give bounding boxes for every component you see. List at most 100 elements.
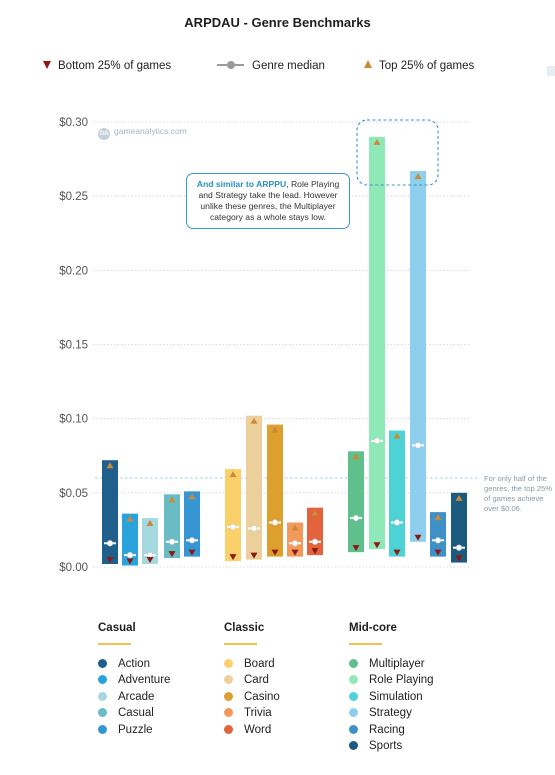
legend-item-label: Casual <box>118 707 154 720</box>
bar <box>389 430 405 557</box>
group-midcore: Mid-core Multiplayer Role Playing Simula… <box>349 622 434 755</box>
legend-item-label: Arcade <box>118 690 155 703</box>
group-title: Classic <box>224 622 265 634</box>
top-marker <box>146 520 154 527</box>
legend-item-label: Trivia <box>244 707 272 720</box>
bottom-marker <box>126 558 134 565</box>
y-tick-label: $0.25 <box>59 191 88 203</box>
legend-item-label: Role Playing <box>369 674 434 687</box>
legend-item-label: Multiplayer <box>369 657 425 670</box>
group-underline <box>349 643 382 645</box>
median-dot <box>434 537 442 544</box>
legend-item: Arcade <box>98 689 170 706</box>
group-underline <box>98 643 131 645</box>
legend-median: Genre median <box>217 60 325 72</box>
legend-item: Casino <box>224 689 280 706</box>
y-tick-label: $0.30 <box>59 117 88 129</box>
top-marker <box>188 493 196 500</box>
top-marker <box>271 426 279 433</box>
bar <box>287 522 303 557</box>
up-triangle-icon <box>364 60 372 68</box>
bottom-marker <box>271 549 279 556</box>
color-swatch-icon <box>349 658 358 668</box>
color-swatch-icon <box>224 708 233 718</box>
legend-item: Sports <box>349 738 434 755</box>
y-tick-label: $0.10 <box>59 414 88 426</box>
legend-item: Word <box>224 722 280 739</box>
color-swatch-icon <box>349 741 358 751</box>
chart-title: ARPDAU - Genre Benchmarks <box>184 15 371 30</box>
median-dot <box>373 437 381 445</box>
color-swatch-icon <box>349 691 358 701</box>
legend-item: Trivia <box>224 705 280 722</box>
legend-item: Action <box>98 656 170 673</box>
bottom-marker <box>250 552 258 559</box>
top-marker <box>352 453 360 460</box>
legend-item: Board <box>224 656 280 673</box>
bottom-marker <box>229 554 237 561</box>
top-marker <box>455 494 463 501</box>
legend-item-label: Casino <box>244 690 280 703</box>
color-swatch-icon <box>98 691 107 701</box>
color-swatch-icon <box>349 675 358 685</box>
y-tick-label: $0.20 <box>59 265 88 277</box>
bar <box>307 507 323 556</box>
median-dot <box>393 519 401 526</box>
legend-item-label: Action <box>118 657 150 670</box>
median-dot <box>126 552 134 559</box>
group-title: Casual <box>98 622 136 634</box>
top-marker <box>291 524 299 531</box>
top-marker <box>393 432 401 439</box>
median-dot <box>250 525 258 532</box>
top-marker <box>373 138 381 145</box>
group-casual: Casual Action Adventure Arcade Casual Pu… <box>98 622 170 738</box>
bar <box>451 492 467 563</box>
bar <box>430 512 446 557</box>
legend-item-label: Board <box>244 657 275 670</box>
bottom-marker <box>455 555 463 562</box>
chart-area: $0.00 $0.05 $0.10 $0.15 $0.20 $0.25 $0.30 <box>59 117 480 574</box>
bottom-marker <box>414 534 422 541</box>
legend-item: Racing <box>349 722 434 739</box>
bottom-marker <box>352 545 360 552</box>
color-swatch-icon <box>98 675 107 685</box>
color-swatch-icon <box>349 724 358 734</box>
legend-bottom-label: Bottom 25% of games <box>58 60 172 72</box>
legend-item: Puzzle <box>98 722 170 739</box>
bottom-marker <box>146 557 154 564</box>
bottom-marker <box>106 557 114 564</box>
legend-item: Strategy <box>349 705 434 722</box>
bottom-marker <box>311 548 319 555</box>
bottom-marker <box>434 549 442 556</box>
median-dot <box>455 544 463 551</box>
legend-item: Role Playing <box>349 672 434 689</box>
down-triangle-icon <box>43 61 51 69</box>
callout-highlight: And similar to ARPPU <box>196 179 287 189</box>
scroll-indicator <box>547 66 555 76</box>
median-dot <box>271 519 279 526</box>
legend-item: Multiplayer <box>349 656 434 673</box>
bar <box>348 451 364 553</box>
group-title: Mid-core <box>349 622 397 634</box>
watermark: GA gameanalytics.com <box>98 126 187 140</box>
bar <box>369 136 385 550</box>
top-marker <box>168 496 176 503</box>
top-marker <box>250 417 258 424</box>
bar <box>246 415 262 560</box>
legend-item: Simulation <box>349 689 434 706</box>
top-marker <box>434 514 442 521</box>
legend-item-label: Word <box>244 723 272 736</box>
median-dot <box>168 538 176 545</box>
y-tick-label: $0.15 <box>59 340 88 352</box>
bottom-marker <box>373 542 381 549</box>
median-dot <box>352 514 360 522</box>
legend-item: Card <box>224 672 280 689</box>
bar <box>267 424 283 557</box>
top-marker <box>311 509 319 516</box>
legend-top-label: Top 25% of games <box>379 60 475 72</box>
legend-item: Casual <box>98 705 170 722</box>
color-swatch-icon <box>224 658 233 668</box>
median-dot <box>311 538 319 545</box>
callout-annotation: And similar to ARPPU, Role Playing and S… <box>186 173 350 229</box>
bottom-marker <box>393 549 401 556</box>
